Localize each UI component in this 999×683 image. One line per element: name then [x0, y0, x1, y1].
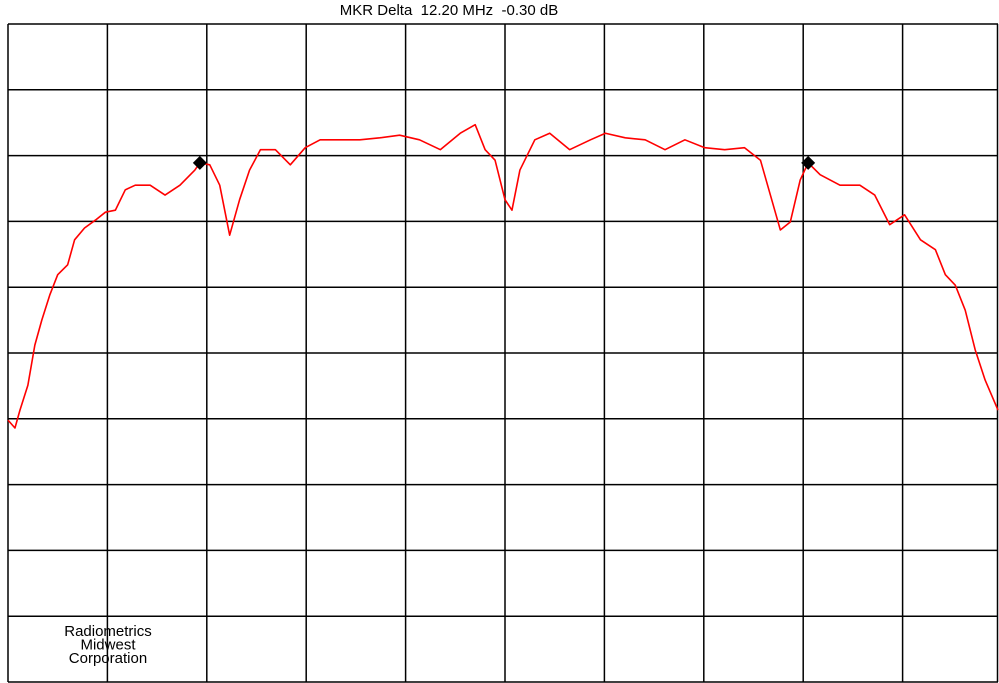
- chart-title: MKR Delta 12.20 MHz -0.30 dB: [340, 2, 558, 19]
- watermark-text: Corporation: [69, 650, 147, 667]
- marker: [192, 155, 207, 170]
- watermark-text: Radiometrics: [64, 623, 152, 640]
- trace: [7, 123, 999, 429]
- watermark-text: Midwest: [80, 636, 136, 653]
- marker: [801, 155, 816, 170]
